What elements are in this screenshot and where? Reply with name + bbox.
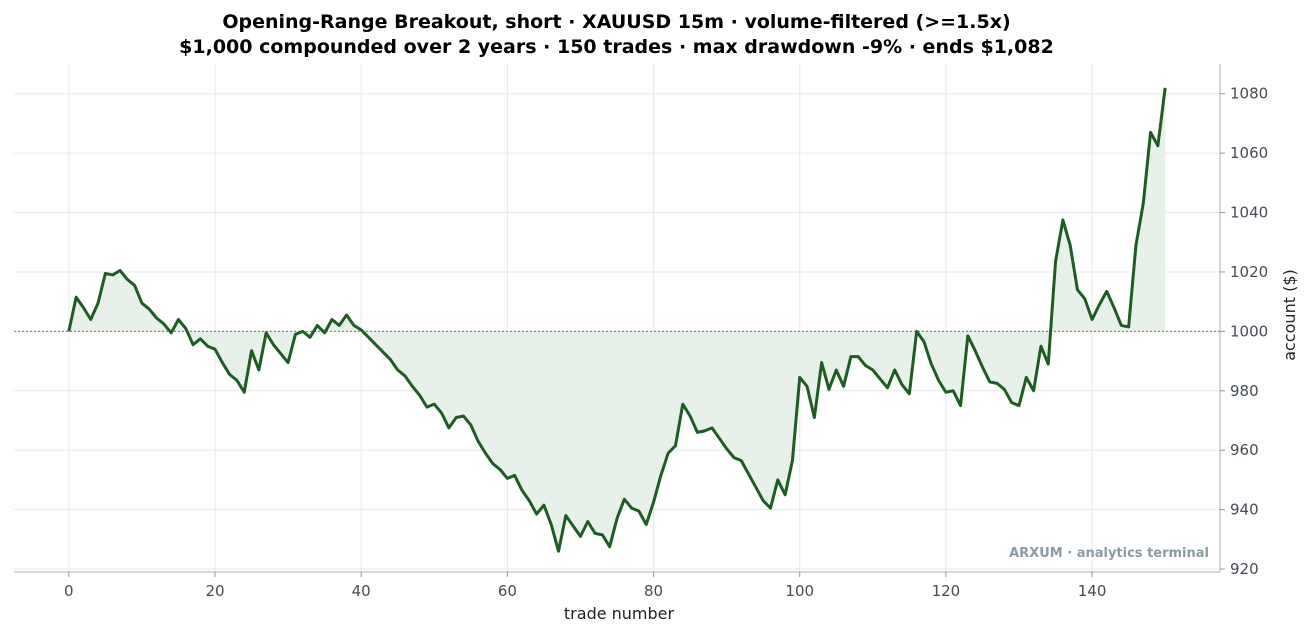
x-tick-label: 80 (644, 582, 663, 600)
axes (14, 64, 1225, 577)
x-tick-label: 20 (205, 582, 224, 600)
chart-subtitle: $1,000 compounded over 2 years · 150 tra… (179, 36, 1054, 58)
watermark: ARXUM · analytics terminal (1009, 546, 1209, 561)
x-tick-label: 40 (352, 582, 371, 600)
x-tick-label: 100 (785, 582, 814, 600)
y-tick-label: 980 (1230, 382, 1259, 400)
x-tick-label: 60 (498, 582, 517, 600)
y-tick-label: 920 (1230, 560, 1259, 578)
x-axis-label: trade number (564, 604, 675, 623)
y-tick-label: 960 (1230, 441, 1259, 459)
y-tick-label: 1040 (1230, 204, 1268, 222)
y-tick-label: 1020 (1230, 263, 1268, 281)
y-axis-label: account ($) (1280, 269, 1299, 361)
tick-labels: 0 20 40 60 80 100 120 140 920 940 960 980 1000 1020 10… (64, 85, 1268, 600)
y-tick-label: 1000 (1230, 322, 1268, 340)
y-tick-label: 940 (1230, 501, 1259, 519)
x-tick-label: 0 (64, 582, 74, 600)
series-line (67, 87, 1167, 553)
x-tick-label: 140 (1078, 582, 1107, 600)
area-fill (68, 87, 1166, 552)
y-tick-label: 1080 (1230, 85, 1268, 103)
chart-title: Opening-Range Breakout, short · XAUUSD 1… (222, 11, 1011, 33)
x-tick-label: 120 (932, 582, 961, 600)
y-tick-label: 1060 (1230, 144, 1268, 162)
